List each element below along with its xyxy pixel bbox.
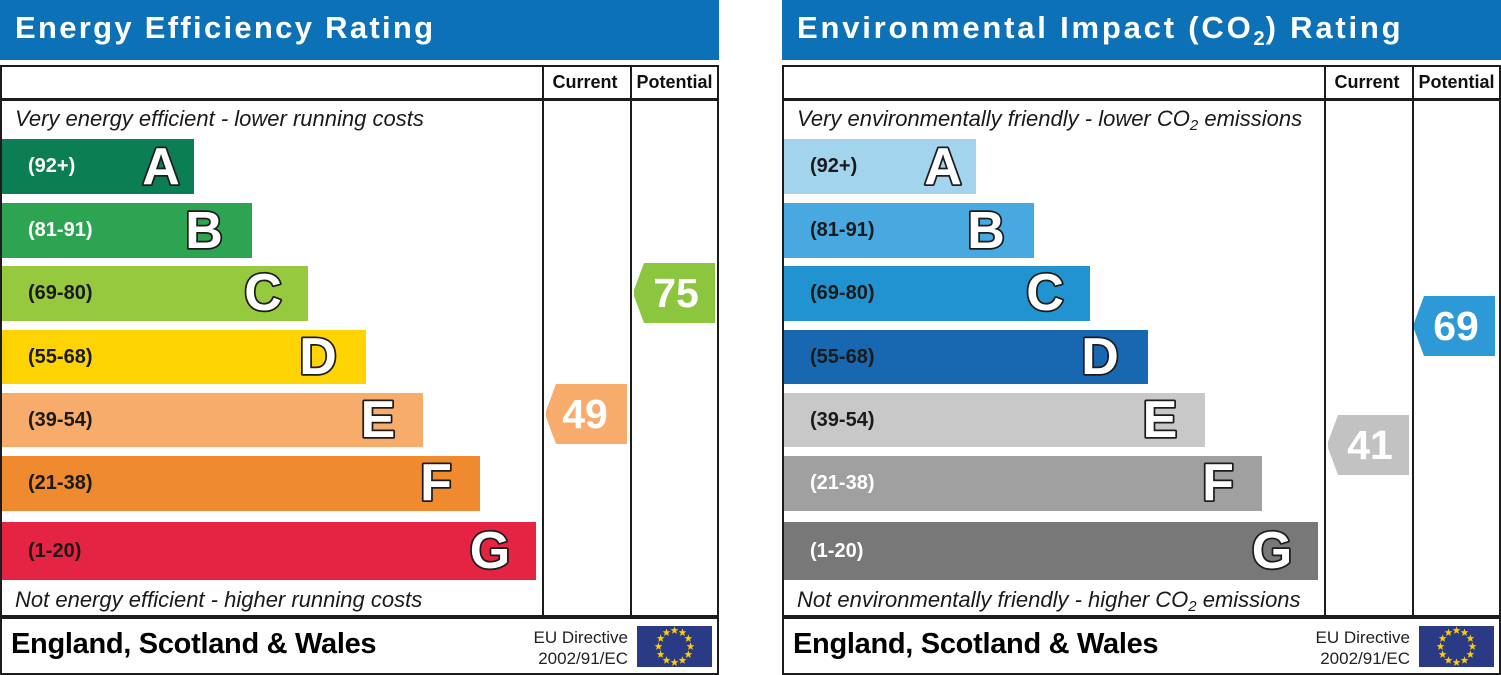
- svg-text:B: B: [185, 202, 223, 260]
- svg-text:B: B: [967, 202, 1005, 260]
- svg-text:C: C: [244, 264, 282, 322]
- svg-text:D: D: [299, 328, 337, 386]
- svg-text:41: 41: [1347, 422, 1393, 468]
- svg-text:E: E: [361, 391, 396, 449]
- svg-text:F: F: [420, 454, 452, 512]
- svg-text:C: C: [1026, 264, 1064, 322]
- svg-text:D: D: [1081, 328, 1119, 386]
- svg-text:G: G: [1252, 522, 1292, 580]
- svg-text:75: 75: [653, 270, 699, 316]
- svg-text:E: E: [1143, 391, 1178, 449]
- svg-text:G: G: [470, 522, 510, 580]
- svg-text:A: A: [142, 138, 180, 196]
- svg-text:49: 49: [562, 391, 608, 437]
- svg-text:69: 69: [1433, 303, 1479, 349]
- svg-text:F: F: [1202, 454, 1234, 512]
- svg-text:A: A: [924, 138, 962, 196]
